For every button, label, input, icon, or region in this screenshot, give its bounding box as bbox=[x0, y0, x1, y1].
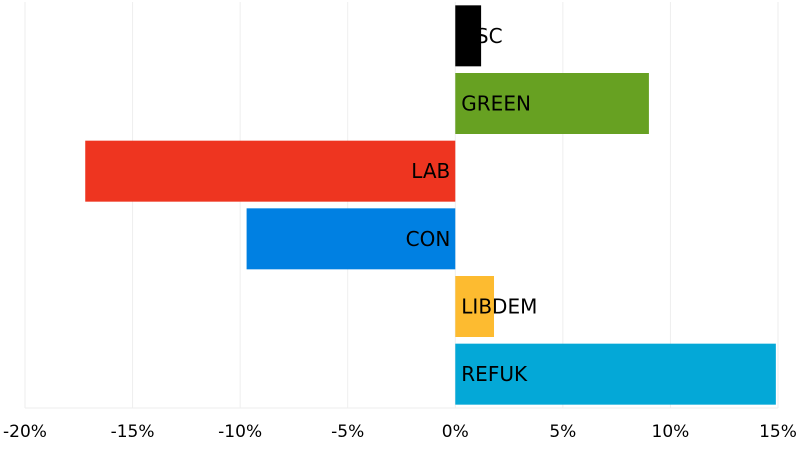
grid-lines bbox=[24, 2, 779, 408]
bar-libdem bbox=[455, 276, 495, 337]
x-tick-label: 0% bbox=[442, 422, 469, 442]
x-tick-label: -20% bbox=[3, 422, 47, 442]
x-tick-label: -15% bbox=[111, 422, 155, 442]
bar-label-green: GREEN bbox=[461, 92, 531, 116]
bar-label-lab: LAB bbox=[411, 159, 450, 183]
x-tick-label: 15% bbox=[759, 422, 797, 442]
bars bbox=[85, 5, 776, 405]
bar-lab bbox=[85, 140, 456, 202]
bar-con bbox=[246, 208, 456, 270]
x-axis: -20% -15% -10% -5% 0% 5% 10% 15% bbox=[3, 407, 797, 442]
bar-label-refuk: REFUK bbox=[461, 362, 528, 386]
x-tick-label: -10% bbox=[218, 422, 262, 442]
x-tick-label: -5% bbox=[331, 422, 364, 442]
bar-label-con: CON bbox=[406, 227, 451, 251]
bar-green bbox=[455, 73, 649, 134]
bar-refuk bbox=[455, 343, 776, 405]
x-tick-label: 5% bbox=[549, 422, 576, 442]
bar-usc bbox=[455, 5, 482, 67]
bar-label-usc: USC bbox=[461, 24, 502, 48]
x-tick-label: 10% bbox=[652, 422, 690, 442]
bar-labels: USC GREEN LAB CON LIBDEM REFUK bbox=[406, 24, 538, 386]
bar-label-libdem: LIBDEM bbox=[461, 295, 537, 319]
